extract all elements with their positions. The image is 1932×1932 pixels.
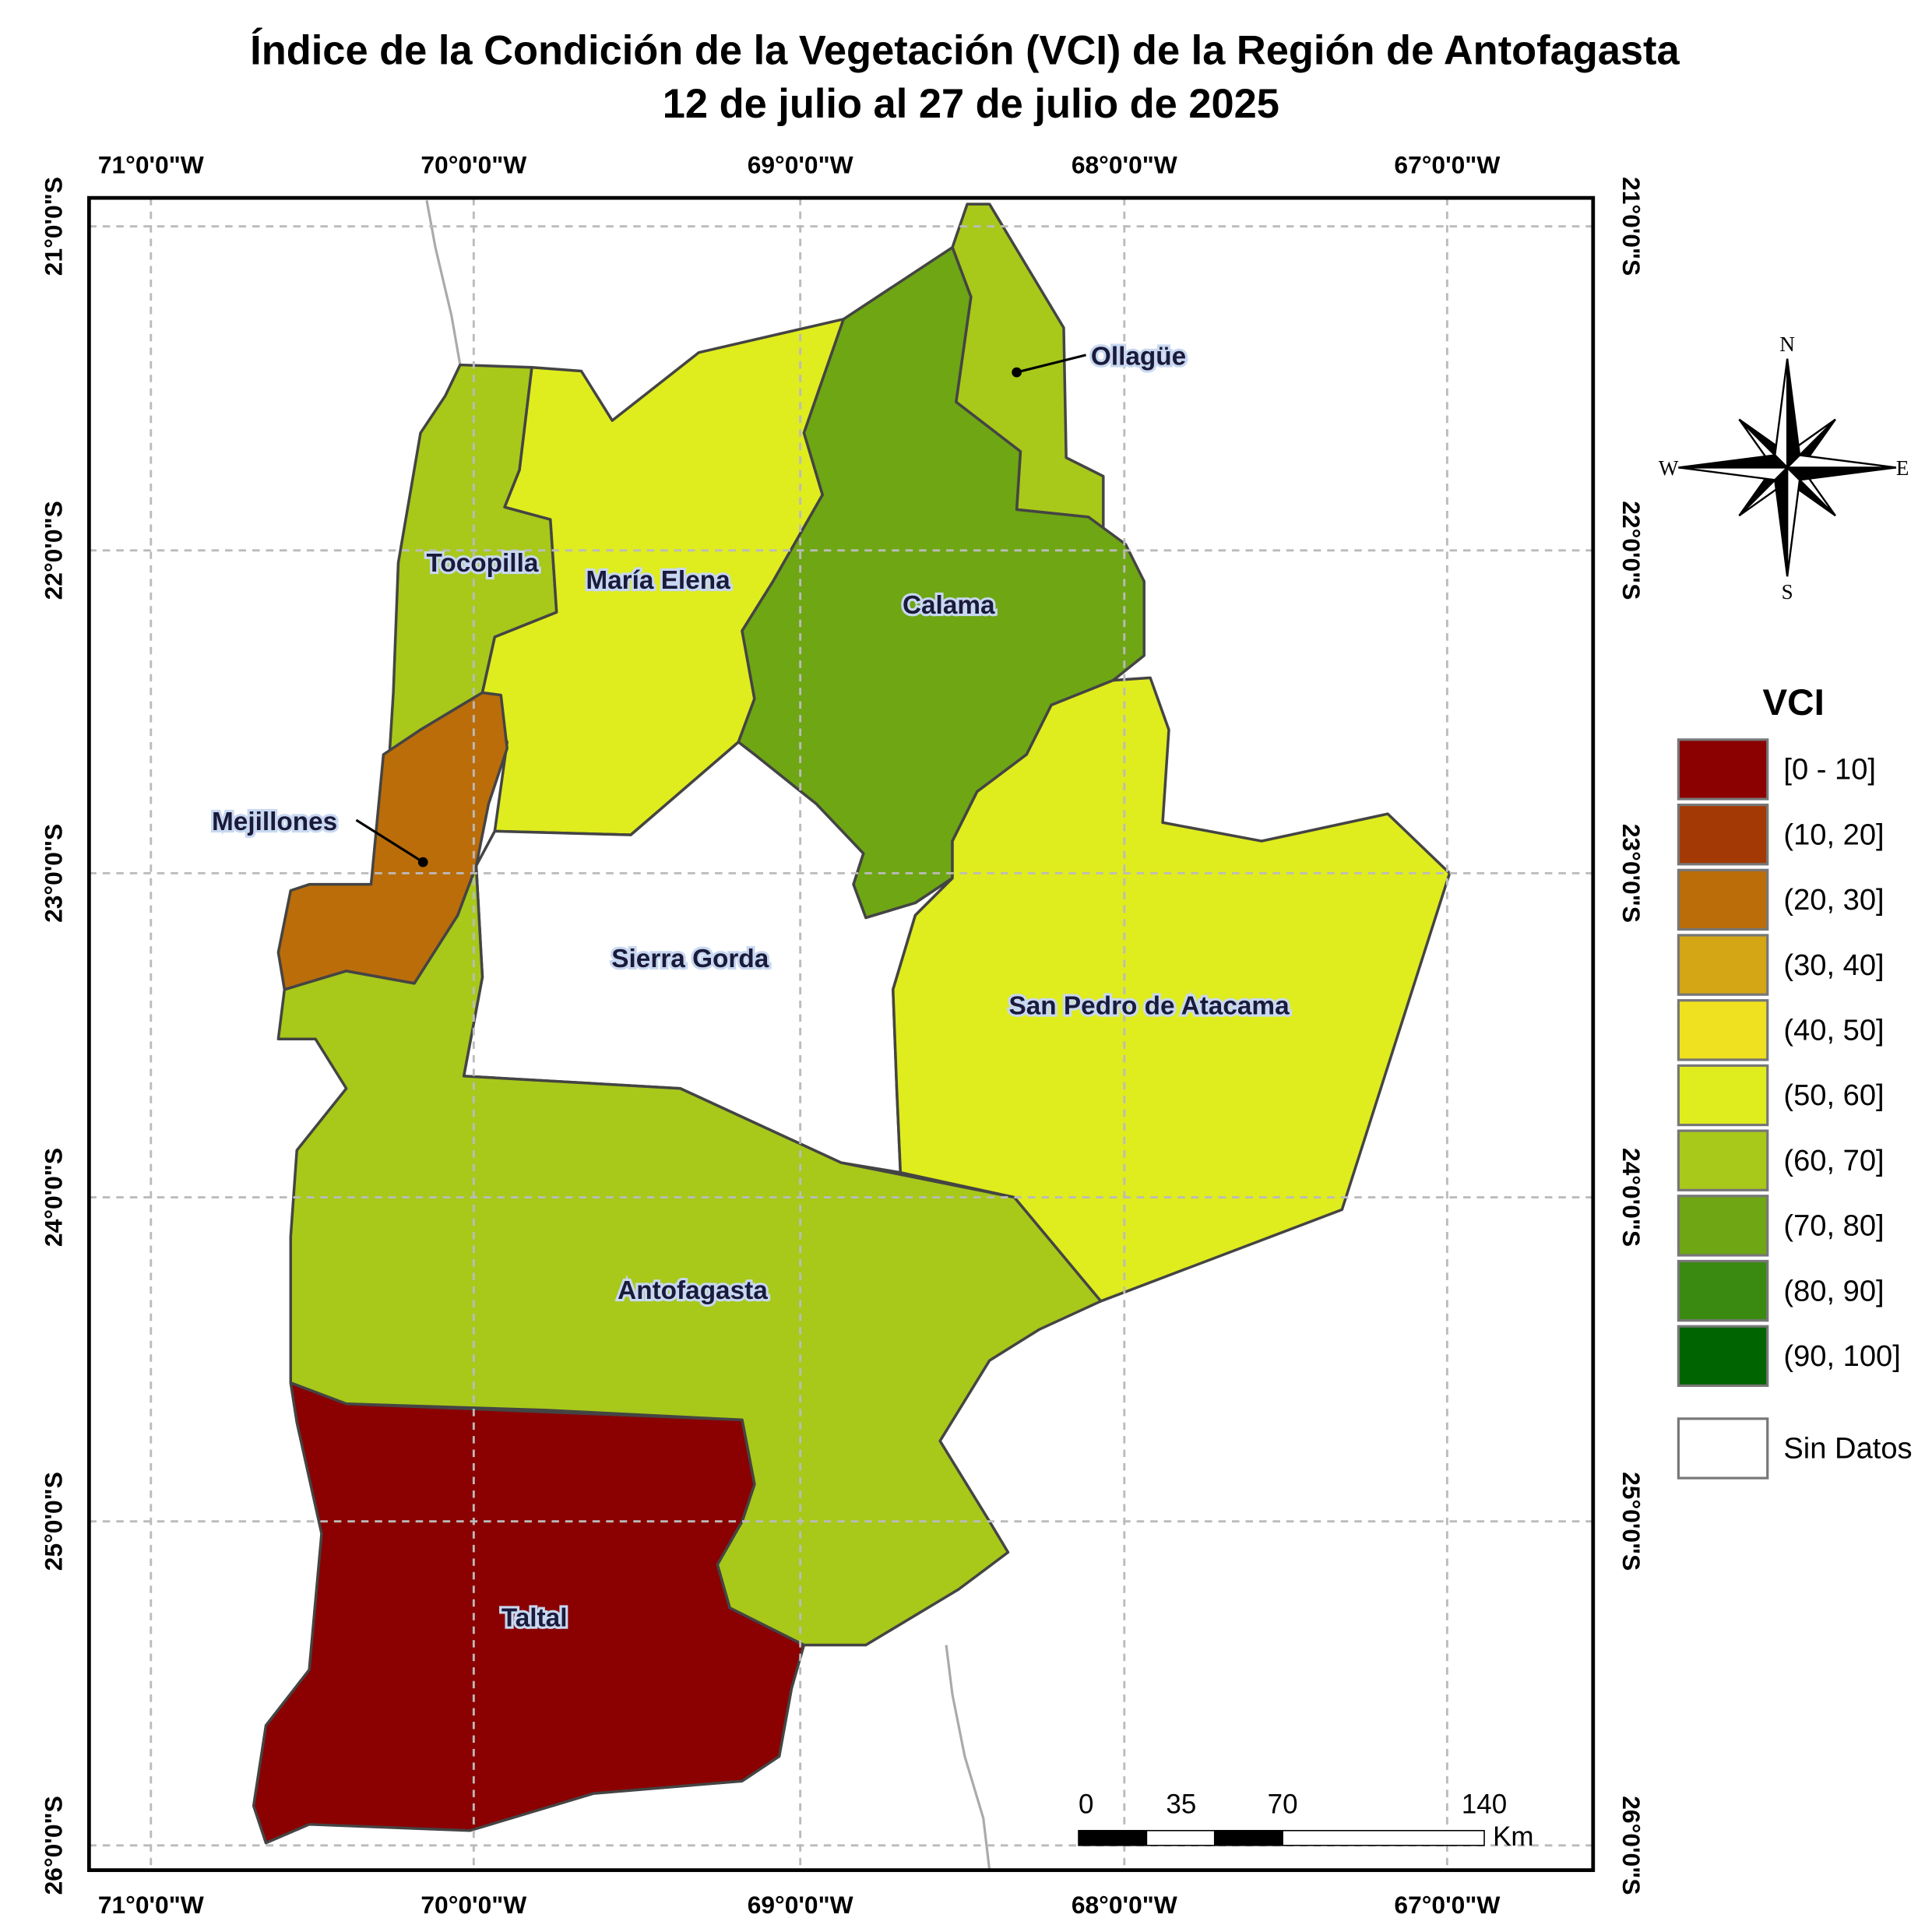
leader-line [1016,354,1086,374]
scale-segment [1213,1829,1283,1846]
region-label: María Elena [586,566,730,595]
title: Índice de la Condición de la Vegetación … [250,29,1680,74]
latitude-label: 22°0'0"S [39,501,67,600]
compass-star [1678,358,1897,577]
legend-swatch [1677,934,1769,996]
latitude-label: 26°0'0"S [39,1796,67,1895]
legend-label: Sin Datos [1783,1432,1912,1466]
map-frame [86,195,1596,1872]
legend-label: (70, 80] [1783,1209,1884,1243]
longitude-label: 68°0'0"W [1072,150,1177,178]
legend: [0 - 10] (10, 20] (20, 30] (30, 40] (40, 50]… [1677,738,1913,1480]
border [945,1645,991,1870]
longitude-label: 69°0'0"W [748,150,853,178]
region-label: San Pedro de Atacama [1009,991,1290,1020]
latitude-label: 25°0'0"S [39,1472,67,1571]
latitude-label: 24°0'0"S [1617,1148,1645,1247]
region-label: Sierra Gorda [611,945,769,973]
region [892,676,1452,1303]
scale-label: 35 [1166,1789,1196,1820]
legend-swatch [1677,1417,1769,1480]
compass-label: S [1782,580,1793,604]
leader-line [355,818,424,864]
scale-segment [1145,1829,1216,1846]
compass-label: N [1779,333,1795,356]
longitude-label: 67°0'0"W [1394,1891,1500,1919]
scale-unit: Km [1493,1821,1533,1852]
latitude-label: 26°0'0"S [1617,1796,1645,1895]
compass-label: E [1896,456,1909,480]
latitude-label: 22°0'0"S [1617,501,1645,600]
point [1012,367,1022,378]
scale-label: 70 [1268,1789,1298,1820]
scale-label: 0 [1079,1789,1093,1820]
legend-label: (30, 40] [1783,948,1884,982]
legend-swatch [1677,738,1769,801]
region-label: Tocopilla [427,549,539,578]
graticule [89,198,1593,1870]
longitude-label: 67°0'0"W [1394,150,1500,178]
longitude-label: 71°0'0"W [98,150,204,178]
legend-label: (40, 50] [1783,1013,1884,1047]
compass-label: W [1659,456,1679,480]
scale-segment [1078,1829,1148,1846]
coordinate-labels: 71°0'0"W 71°0'0"W 70°0'0"W 70°0'0"W 69°0'0"W… [39,150,1645,1919]
legend-label: (80, 90] [1783,1274,1884,1307]
latitude-label: 21°0'0"S [39,177,67,276]
legend-swatch [1677,999,1769,1061]
legend-label: (50, 60] [1783,1079,1884,1112]
region [252,1381,806,1845]
longitude-label: 69°0'0"W [748,1891,853,1919]
legend-label: (20, 30] [1783,883,1884,917]
longitude-label: 70°0'0"W [421,1891,526,1919]
longitude-label: 70°0'0"W [421,150,526,178]
legend-swatch [1677,1064,1769,1127]
region-label: Mejillones [212,808,337,836]
latitude-label: 23°0'0"S [39,824,67,923]
latitude-label: 25°0'0"S [1617,1472,1645,1571]
regions [252,202,1452,1845]
legend-title: VCI [1762,682,1824,723]
legend-swatch [1677,1259,1769,1322]
border [425,200,462,365]
legend-swatch [1677,1129,1769,1191]
scale-label: 140 [1462,1789,1507,1820]
region [276,691,509,991]
legend-label: (60, 70] [1783,1144,1884,1177]
point [417,857,428,867]
region-label: Antofagasta [618,1276,768,1305]
legend-swatch [1677,1195,1769,1257]
latitude-label: 24°0'0"S [39,1148,67,1247]
subtitle: 12 de julio al 27 de julio de 2025 [663,82,1279,127]
region-label: Taltal [501,1604,568,1633]
longitude-label: 68°0'0"W [1072,1891,1177,1919]
scale-segment [1282,1829,1485,1846]
compass-rose: N S E W [1659,333,1909,604]
longitude-label: 71°0'0"W [98,1891,204,1919]
legend-label: (90, 100] [1783,1339,1900,1373]
legend-swatch [1677,803,1769,866]
latitude-label: 23°0'0"S [1617,824,1645,923]
latitude-label: 21°0'0"S [1617,177,1645,276]
region-label: Ollagüe [1091,343,1186,371]
region-label: Calama [903,591,995,620]
legend-swatch [1677,1325,1769,1388]
legend-label: (10, 20] [1783,818,1884,851]
legend-swatch [1677,868,1769,931]
legend-label: [0 - 10] [1783,753,1876,787]
